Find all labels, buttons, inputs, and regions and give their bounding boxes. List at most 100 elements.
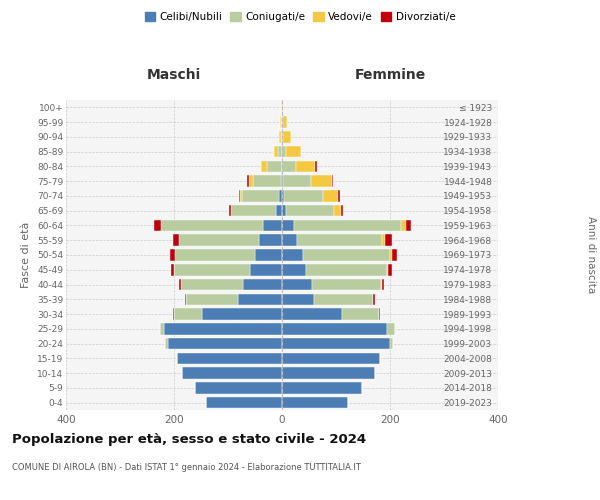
Bar — [279, 190, 282, 202]
Bar — [154, 220, 161, 231]
Bar — [382, 234, 385, 246]
Bar — [282, 220, 294, 231]
Bar — [294, 220, 401, 231]
Text: Femmine: Femmine — [355, 68, 425, 82]
Bar — [174, 264, 250, 276]
Bar — [388, 323, 395, 334]
Bar — [170, 249, 175, 261]
Bar — [231, 205, 275, 216]
Bar — [263, 220, 282, 231]
Bar — [282, 338, 390, 349]
Bar — [390, 249, 392, 261]
Bar — [282, 249, 302, 261]
Bar — [278, 146, 282, 158]
Bar — [267, 160, 282, 172]
Bar — [388, 264, 392, 276]
Bar — [316, 160, 317, 172]
Bar — [243, 279, 282, 290]
Bar — [282, 190, 284, 202]
Bar — [282, 352, 380, 364]
Bar — [248, 176, 253, 187]
Bar — [281, 176, 282, 187]
Bar — [275, 205, 282, 216]
Bar — [182, 368, 282, 379]
Bar — [302, 249, 390, 261]
Bar — [283, 176, 311, 187]
Bar — [332, 176, 333, 187]
Bar — [334, 205, 341, 216]
Bar — [343, 308, 379, 320]
Bar — [282, 116, 283, 128]
Bar — [282, 234, 297, 246]
Bar — [406, 220, 411, 231]
Bar — [286, 205, 334, 216]
Bar — [282, 264, 307, 276]
Bar — [238, 294, 282, 305]
Bar — [166, 338, 167, 349]
Bar — [179, 234, 259, 246]
Bar — [240, 190, 242, 202]
Bar — [281, 131, 282, 142]
Bar — [259, 234, 282, 246]
Bar — [284, 190, 323, 202]
Bar — [176, 352, 282, 364]
Bar — [239, 190, 240, 202]
Bar — [282, 205, 286, 216]
Bar — [173, 234, 179, 246]
Bar — [282, 102, 283, 113]
Bar — [172, 264, 174, 276]
Bar — [160, 323, 164, 334]
Bar — [390, 338, 392, 349]
Bar — [282, 323, 388, 334]
Bar — [179, 279, 181, 290]
Bar — [323, 190, 338, 202]
Bar — [280, 116, 281, 128]
Bar — [297, 234, 382, 246]
Bar — [250, 264, 282, 276]
Bar — [274, 146, 278, 158]
Bar — [202, 308, 282, 320]
Bar — [385, 234, 392, 246]
Bar — [282, 397, 348, 408]
Bar — [282, 279, 312, 290]
Bar — [307, 264, 388, 276]
Bar — [379, 308, 380, 320]
Bar — [286, 146, 301, 158]
Bar — [253, 176, 281, 187]
Bar — [282, 308, 343, 320]
Bar — [373, 294, 375, 305]
Bar — [175, 249, 255, 261]
Text: Maschi: Maschi — [147, 68, 201, 82]
Bar — [338, 190, 340, 202]
Bar — [314, 294, 373, 305]
Bar — [282, 294, 314, 305]
Bar — [282, 368, 375, 379]
Text: Anni di nascita: Anni di nascita — [586, 216, 596, 294]
Bar — [161, 220, 263, 231]
Bar — [311, 176, 332, 187]
Bar — [187, 294, 238, 305]
Bar — [296, 160, 316, 172]
Y-axis label: Fasce di età: Fasce di età — [22, 222, 31, 288]
Bar — [392, 249, 397, 261]
Bar — [283, 131, 290, 142]
Bar — [401, 220, 406, 231]
Bar — [247, 176, 248, 187]
Bar — [382, 279, 384, 290]
Bar — [282, 146, 286, 158]
Bar — [242, 190, 279, 202]
Bar — [282, 160, 296, 172]
Bar — [281, 116, 282, 128]
Text: Popolazione per età, sesso e stato civile - 2024: Popolazione per età, sesso e stato civil… — [12, 432, 366, 446]
Bar — [282, 382, 362, 394]
Bar — [262, 160, 267, 172]
Legend: Celibi/Nubili, Coniugati/e, Vedovi/e, Divorziati/e: Celibi/Nubili, Coniugati/e, Vedovi/e, Di… — [140, 8, 460, 26]
Bar — [181, 279, 243, 290]
Bar — [312, 279, 381, 290]
Bar — [206, 397, 282, 408]
Text: COMUNE DI AIROLA (BN) - Dati ISTAT 1° gennaio 2024 - Elaborazione TUTTITALIA.IT: COMUNE DI AIROLA (BN) - Dati ISTAT 1° ge… — [12, 462, 361, 471]
Bar — [174, 308, 202, 320]
Bar — [167, 338, 282, 349]
Bar — [381, 279, 382, 290]
Bar — [194, 382, 282, 394]
